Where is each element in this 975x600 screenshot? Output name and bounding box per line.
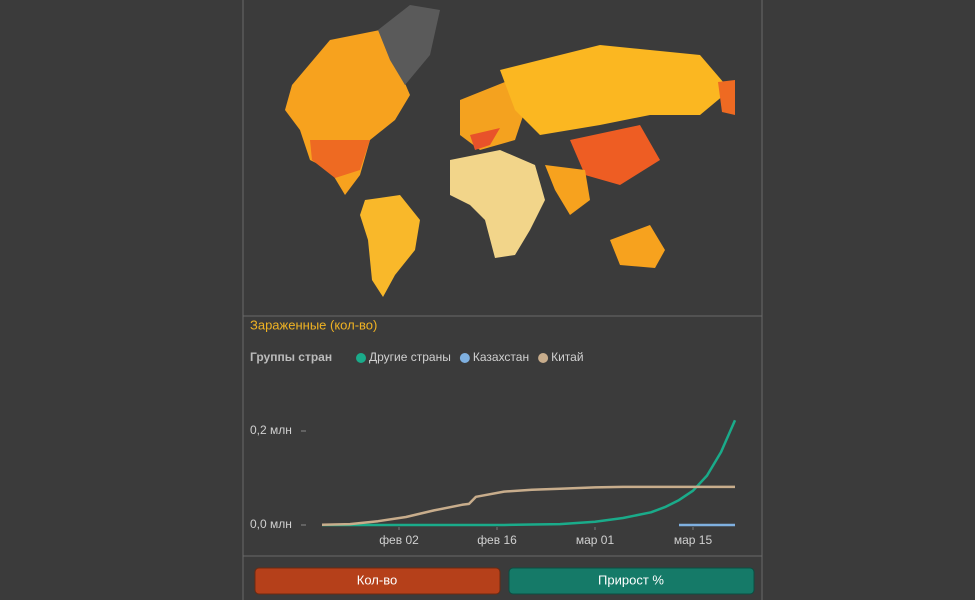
- chart-title: Зараженные (кол-во): [250, 317, 377, 332]
- x-tick-label: фев 02: [379, 533, 419, 547]
- australia: [610, 225, 665, 268]
- series-line: [322, 419, 737, 527]
- button[interactable]: Кол-во: [254, 567, 501, 595]
- usa: [310, 140, 370, 178]
- button-bg[interactable]: [508, 567, 755, 595]
- china: [570, 125, 660, 185]
- button[interactable]: Прирост %: [508, 567, 755, 595]
- x-tick-label: мар 01: [576, 533, 615, 547]
- button-bg[interactable]: [254, 567, 501, 595]
- europe: [460, 80, 525, 150]
- x-tick-label: мар 15: [674, 533, 713, 547]
- legend-label: Другие страны: [369, 350, 451, 364]
- x-tick-label: фев 16: [477, 533, 517, 547]
- series-line: [321, 485, 735, 526]
- button-label[interactable]: Кол-во: [357, 572, 397, 587]
- alaska: [718, 80, 735, 115]
- south-asia: [545, 165, 590, 215]
- legend-label: Китай: [551, 350, 583, 364]
- legend-marker: [538, 353, 549, 363]
- world-map: [285, 5, 735, 297]
- y-tick-label: 0,0 млн: [250, 517, 292, 531]
- south-america: [360, 195, 420, 297]
- legend-marker: [356, 353, 366, 363]
- africa: [450, 150, 545, 258]
- legend-title: Группы стран: [250, 350, 332, 364]
- europe-hotspot: [470, 128, 500, 150]
- legend-label: Казахстан: [473, 350, 529, 364]
- russia: [500, 45, 730, 135]
- y-tick-label: 0,2 млн: [250, 423, 292, 437]
- plot: 0,0 млн 0,2 млн фев 02 фев 16 мар 01 мар 15: [250, 419, 737, 547]
- legend: Другие страны Казахстан Китай: [356, 350, 584, 364]
- greenland: [378, 5, 440, 85]
- button-label[interactable]: Прирост %: [598, 572, 664, 587]
- legend-marker: [459, 353, 470, 363]
